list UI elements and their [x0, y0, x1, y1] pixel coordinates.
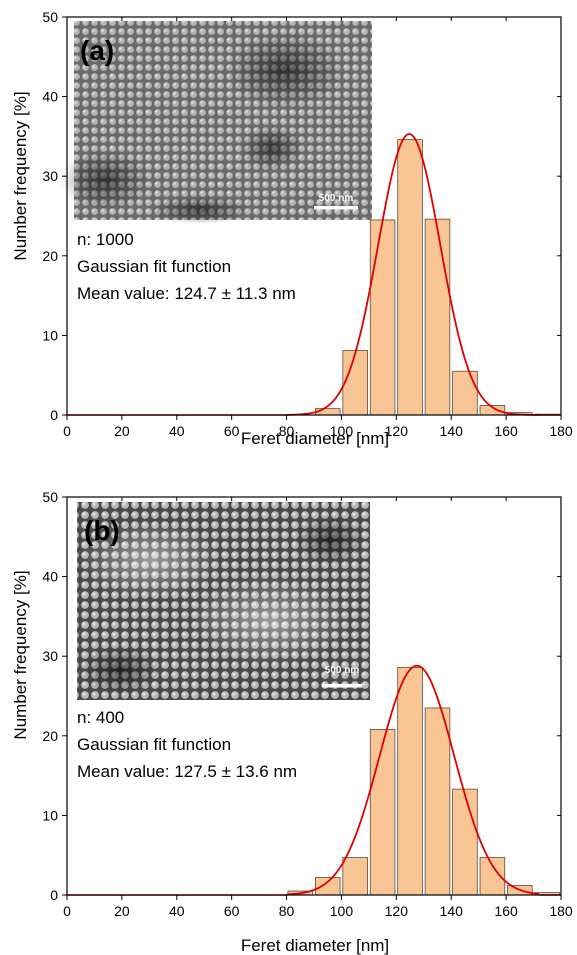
x-tick-label: 180	[549, 423, 573, 439]
bar-130	[424, 218, 451, 416]
scale-bar	[314, 206, 358, 210]
y-tick-label: 50	[42, 489, 58, 505]
panel-letter: (b)	[84, 515, 120, 546]
scale-bar-label: 500 nm	[319, 193, 354, 204]
axes: 0 20 40 60 80 100 120 140 160 180 0 10 20 30 40 50	[42, 489, 572, 919]
panel-a: 500 nm (a) n: 1000 Gaussian fit function…	[11, 9, 573, 448]
x-tick-label: 0	[63, 903, 71, 919]
fit-description: Gaussian fit function	[77, 257, 231, 276]
y-axis-label: Number frequency [%]	[11, 91, 30, 260]
y-tick-label: 30	[42, 168, 58, 184]
bar-90	[314, 877, 341, 896]
bar-120	[397, 139, 423, 416]
sem-inset-a: 500 nm	[60, 21, 372, 224]
x-tick-label: 120	[385, 903, 409, 919]
sample-count: n: 1000	[77, 230, 134, 249]
x-tick-label: 100	[330, 903, 354, 919]
bar-120	[397, 666, 423, 896]
x-tick-label: 60	[224, 423, 240, 439]
bar-140	[452, 370, 478, 416]
bar-110	[369, 729, 396, 896]
bar-100	[342, 857, 368, 896]
gaussian-fit-line	[286, 664, 540, 896]
y-tick-label: 50	[42, 9, 58, 25]
y-tick-label: 0	[50, 407, 58, 423]
bar-140	[452, 788, 478, 896]
x-tick-label: 20	[114, 423, 130, 439]
mean-value: Mean value: 124.7 ± 11.3 nm	[77, 284, 296, 303]
sem-inset-b: 500 nm	[77, 502, 370, 700]
gaussian-fit-line	[286, 133, 540, 416]
y-axis-label: Number frequency [%]	[11, 570, 30, 739]
x-tick-label: 160	[494, 903, 518, 919]
y-tick-label: 0	[50, 887, 58, 903]
x-tick-label: 180	[549, 903, 573, 919]
plot-frame	[66, 496, 562, 896]
bar-130	[424, 707, 451, 896]
y-tick-label: 40	[42, 569, 58, 585]
fit-description: Gaussian fit function	[77, 735, 231, 754]
y-tick-label: 30	[42, 648, 58, 664]
x-tick-label: 120	[385, 423, 409, 439]
x-tick-label: 80	[279, 423, 295, 439]
sample-count: n: 400	[77, 708, 124, 727]
x-tick-label: 40	[169, 423, 185, 439]
x-tick-label: 160	[494, 423, 518, 439]
y-tick-label: 20	[42, 248, 58, 264]
x-tick-label: 80	[279, 903, 295, 919]
panel-b: 500 nm (b) n: 400 Gaussian fit function …	[11, 489, 573, 955]
x-axis-label: Feret diameter [nm]	[241, 429, 389, 448]
bar-110	[369, 219, 396, 416]
axes: 0 20 40 60 80 100 120 140 160 180 0 10 20 30 40 50	[42, 9, 572, 439]
x-tick-label: 60	[224, 903, 240, 919]
scale-bar	[322, 684, 362, 688]
x-tick-label: 140	[440, 903, 464, 919]
bars	[314, 139, 561, 416]
y-tick-label: 10	[42, 807, 58, 823]
x-axis-label: Feret diameter [nm]	[241, 936, 389, 955]
y-tick-label: 40	[42, 89, 58, 105]
y-tick-label: 20	[42, 728, 58, 744]
x-tick-label: 20	[114, 903, 130, 919]
plot-frame	[66, 16, 562, 416]
x-tick-label: 0	[63, 423, 71, 439]
bars	[287, 666, 561, 896]
x-tick-label: 140	[440, 423, 464, 439]
x-tick-label: 100	[330, 423, 354, 439]
bar-100	[342, 350, 368, 416]
panel-letter: (a)	[80, 35, 114, 66]
y-tick-label: 10	[42, 327, 58, 343]
x-tick-label: 40	[169, 903, 185, 919]
scale-bar-label: 500 nm	[325, 665, 360, 676]
mean-value: Mean value: 127.5 ± 13.6 nm	[77, 762, 297, 781]
